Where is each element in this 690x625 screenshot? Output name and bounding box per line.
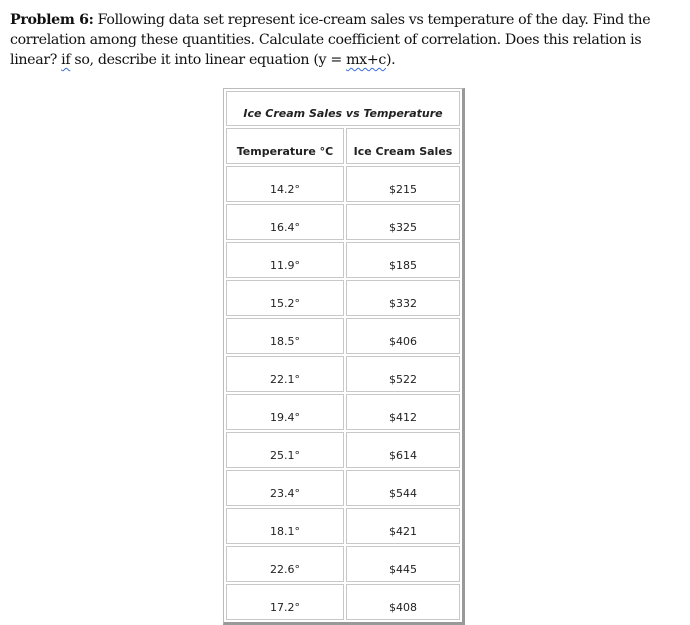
temperature-cell: 17.2°: [226, 584, 344, 620]
problem-text: Following data set represent ice-cream s…: [10, 12, 651, 68]
temperature-cell: 18.5°: [226, 318, 344, 354]
sales-cell: $332: [346, 280, 460, 316]
sales-cell: $614: [346, 432, 460, 468]
temperature-cell: 14.2°: [226, 166, 344, 202]
temperature-cell: 19.4°: [226, 394, 344, 430]
temperature-cell: 22.6°: [226, 546, 344, 582]
sales-cell: $408: [346, 584, 460, 620]
table-row: 23.4° $544: [226, 470, 460, 506]
table-row: 25.1° $614: [226, 432, 460, 468]
problem-text: ).: [385, 52, 396, 68]
sales-cell: $412: [346, 394, 460, 430]
temperature-cell: 11.9°: [226, 242, 344, 278]
sales-cell: $445: [346, 546, 460, 582]
sales-cell: $421: [346, 508, 460, 544]
temperature-cell: 25.1°: [226, 432, 344, 468]
table-row: 17.2° $408: [226, 584, 460, 620]
problem-statement: Problem 6: Following data set represent …: [10, 10, 685, 70]
temperature-cell: 16.4°: [226, 204, 344, 240]
table-row: 11.9° $185: [226, 242, 460, 278]
sales-cell: $325: [346, 204, 460, 240]
sales-cell: $544: [346, 470, 460, 506]
table-row: 22.1° $522: [226, 356, 460, 392]
sales-cell: $522: [346, 356, 460, 392]
temperature-cell: 22.1°: [226, 356, 344, 392]
data-table: Ice Cream Sales vs Temperature Temperatu…: [223, 88, 465, 625]
temperature-cell: 15.2°: [226, 280, 344, 316]
table-row: 22.6° $445: [226, 546, 460, 582]
header-temperature: Temperature °C: [226, 128, 344, 164]
sales-cell: $406: [346, 318, 460, 354]
table-row: 16.4° $325: [226, 204, 460, 240]
problem-text: so, describe it into linear equation (y …: [70, 52, 347, 68]
temperature-cell: 23.4°: [226, 470, 344, 506]
spellcheck-if: if: [61, 52, 71, 68]
temperature-cell: 18.1°: [226, 508, 344, 544]
sales-cell: $185: [346, 242, 460, 278]
table-row: 18.1° $421: [226, 508, 460, 544]
header-sales: Ice Cream Sales: [346, 128, 460, 164]
sales-cell: $215: [346, 166, 460, 202]
spellcheck-equation: mx+c: [346, 52, 386, 68]
table-caption: Ice Cream Sales vs Temperature: [226, 91, 460, 126]
problem-label: Problem 6:: [10, 12, 94, 28]
table-row: 19.4° $412: [226, 394, 460, 430]
table-row: 18.5° $406: [226, 318, 460, 354]
table-row: 15.2° $332: [226, 280, 460, 316]
table-row: 14.2° $215: [226, 166, 460, 202]
